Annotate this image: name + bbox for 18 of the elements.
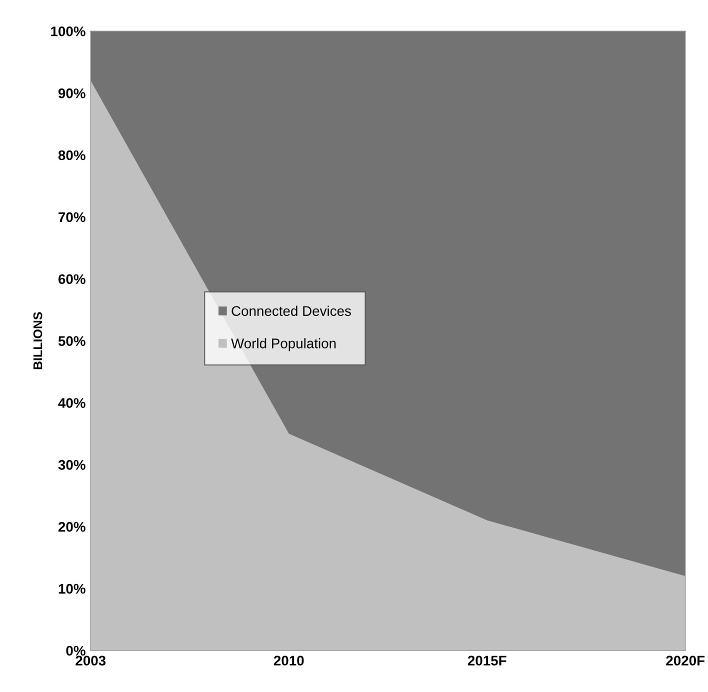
y-tick-label: 90% (58, 88, 86, 98)
x-tick-label: 2020F (666, 656, 705, 666)
legend-label: World Population (231, 338, 336, 352)
y-tick-label: 60% (58, 274, 86, 284)
y-tick-label: 40% (58, 398, 86, 408)
x-tick-label: 2015F (468, 656, 506, 666)
y-tick-label: 50% (58, 336, 86, 346)
y-tick-label: 0% (66, 646, 86, 656)
y-tick-label: 10% (58, 584, 86, 594)
y-tick-label: 30% (58, 460, 86, 470)
y-axis-title: BILLIONS (33, 312, 42, 370)
y-tick-label: 20% (58, 522, 86, 532)
y-tick-label: 100% (51, 26, 86, 36)
y-tick-label: 70% (58, 212, 86, 222)
y-tick-label: 80% (58, 150, 86, 160)
legend-label: Connected Devices (232, 306, 351, 316)
x-tick-label: 2010 (274, 656, 304, 666)
x-tick-label: 2003 (76, 656, 106, 666)
